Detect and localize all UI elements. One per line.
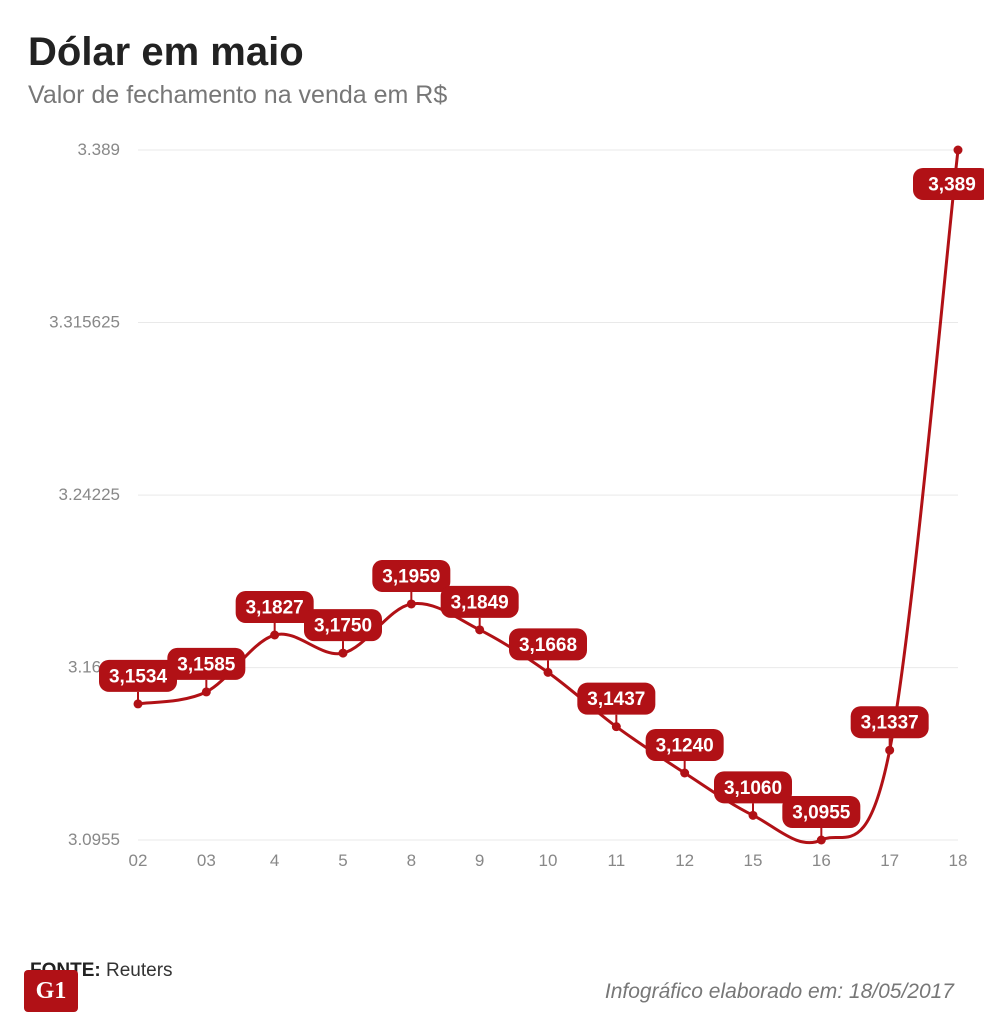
x-tick-label: 02 (129, 851, 148, 870)
y-tick-label: 3.0955 (68, 830, 120, 849)
value-label: 3,1750 (314, 616, 372, 637)
value-label: 3,1849 (451, 592, 509, 613)
x-tick-label: 03 (197, 851, 216, 870)
value-label: 3,1959 (382, 566, 440, 587)
credit-line: Infográfico elaborado em: 18/05/2017 (605, 980, 954, 1004)
y-tick-label: 3.24225 (59, 485, 120, 504)
x-tick-label: 11 (608, 851, 626, 870)
x-tick-label: 15 (744, 851, 763, 870)
x-tick-label: 9 (475, 851, 484, 870)
value-label: 3,1437 (587, 689, 645, 710)
chart-title: Dólar em maio (28, 30, 956, 75)
x-tick-label: 12 (675, 851, 694, 870)
value-label: 3,1060 (724, 778, 782, 799)
x-tick-label: 10 (539, 851, 558, 870)
brand-logo: G1 (24, 970, 78, 1012)
y-tick-label: 3.389 (77, 140, 120, 159)
y-tick-label: 3.315625 (49, 313, 120, 332)
brand-logo-text: G1 (36, 978, 67, 1005)
value-label: 3,1585 (177, 654, 236, 675)
source-value: Reuters (106, 960, 173, 981)
value-label: 3,1337 (861, 713, 919, 734)
value-label: 3,0955 (792, 803, 851, 824)
x-tick-label: 18 (949, 851, 968, 870)
x-tick-label: 17 (880, 851, 899, 870)
line-chart: 3.09553.16883.242253.3156253.38902034589… (28, 120, 984, 900)
series-line (138, 150, 958, 843)
x-tick-label: 4 (270, 851, 279, 870)
chart-subtitle: Valor de fechamento na venda em R$ (28, 81, 956, 110)
value-label: 3,1827 (246, 597, 304, 618)
value-label: 3,1240 (656, 735, 714, 756)
x-tick-label: 5 (338, 851, 347, 870)
value-label: 3,1534 (109, 666, 168, 687)
x-tick-label: 8 (407, 851, 416, 870)
value-label: 3,389 (928, 175, 976, 196)
chart-footer: FONTE: Reuters G1 Infográfico elaborado … (0, 960, 984, 1022)
value-label: 3,1668 (519, 635, 577, 656)
x-tick-label: 16 (812, 851, 831, 870)
